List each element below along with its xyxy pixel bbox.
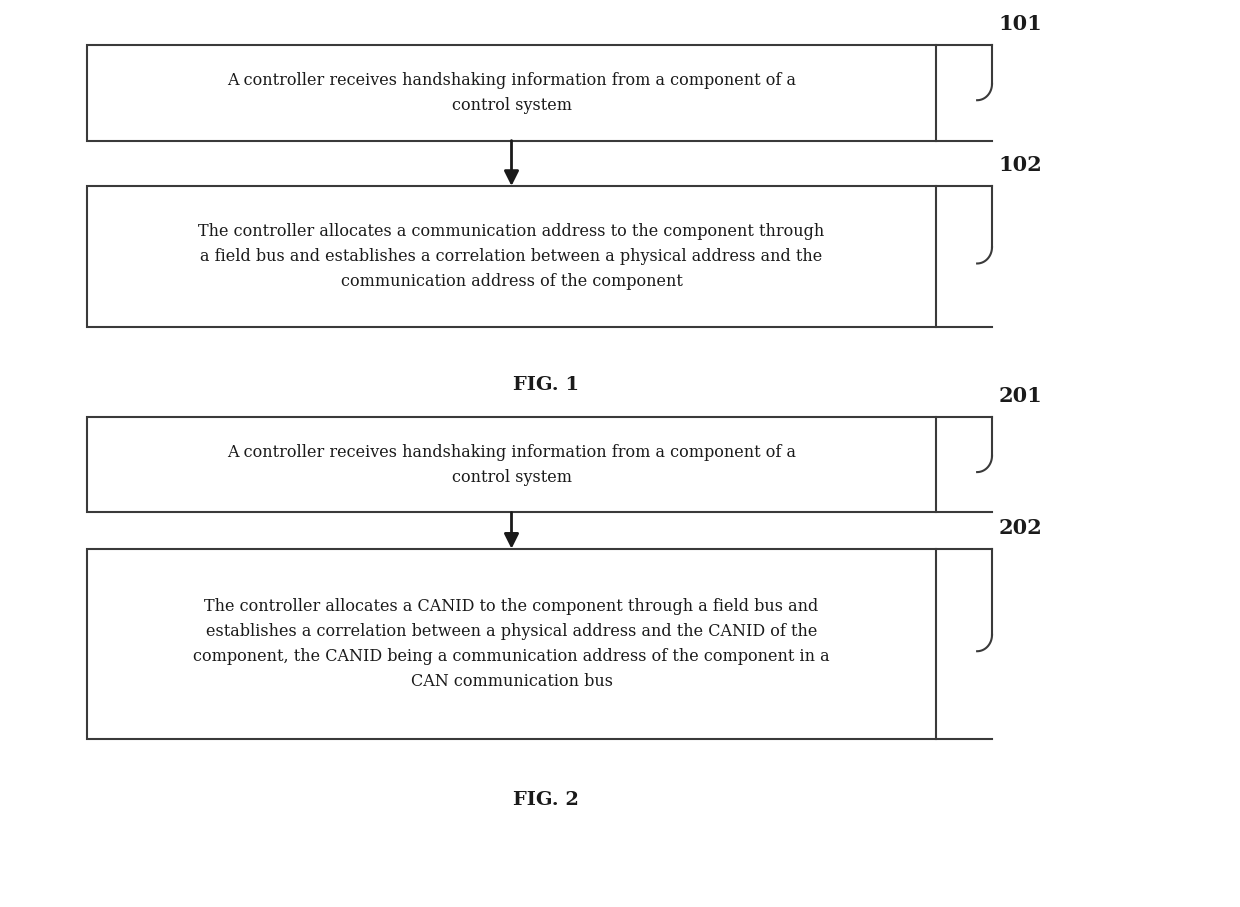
Bar [87,45,936,141]
Bar [87,549,936,739]
Text: FIG. 2: FIG. 2 [512,791,579,809]
Text: A controller receives handshaking information from a component of a
control syst: A controller receives handshaking inform… [227,444,796,486]
Text: The controller allocates a communication address to the component through
a fiel: The controller allocates a communication… [198,223,825,289]
Text: 101: 101 [998,15,1042,34]
Bar [87,186,936,327]
Text: The controller allocates a CANID to the component through a field bus and
establ: The controller allocates a CANID to the … [193,599,830,689]
Text: A controller receives handshaking information from a component of a
control syst: A controller receives handshaking inform… [227,72,796,114]
Text: 202: 202 [998,518,1042,538]
Bar [87,417,936,512]
Text: FIG. 1: FIG. 1 [512,376,579,395]
Text: 102: 102 [998,155,1042,175]
Text: 201: 201 [998,386,1042,406]
